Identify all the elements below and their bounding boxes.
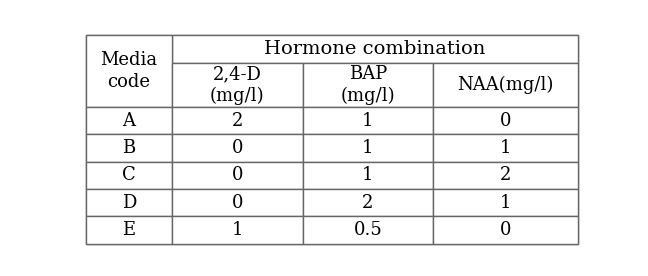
Bar bbox=[86, 162, 172, 189]
Bar bbox=[433, 63, 578, 107]
Text: BAP
(mg/l): BAP (mg/l) bbox=[340, 65, 395, 105]
Text: 0: 0 bbox=[231, 139, 243, 157]
Text: Media
code: Media code bbox=[100, 51, 157, 91]
Bar bbox=[86, 35, 172, 107]
Text: D: D bbox=[122, 193, 136, 212]
Bar bbox=[172, 134, 303, 162]
Text: 0.5: 0.5 bbox=[353, 221, 382, 239]
Bar bbox=[172, 35, 578, 63]
Text: 1: 1 bbox=[500, 193, 511, 212]
Text: C: C bbox=[122, 166, 136, 184]
Text: 1: 1 bbox=[362, 112, 373, 130]
Text: 2,4-D
(mg/l): 2,4-D (mg/l) bbox=[210, 65, 264, 105]
Bar bbox=[303, 216, 433, 243]
Text: 0: 0 bbox=[500, 112, 511, 130]
Bar bbox=[303, 107, 433, 134]
Text: A: A bbox=[122, 112, 135, 130]
Bar bbox=[86, 216, 172, 243]
Text: 2: 2 bbox=[362, 193, 373, 212]
Bar bbox=[303, 63, 433, 107]
Text: NAA(mg/l): NAA(mg/l) bbox=[457, 76, 554, 94]
Bar bbox=[303, 162, 433, 189]
Bar bbox=[172, 107, 303, 134]
Text: Hormone combination: Hormone combination bbox=[264, 40, 486, 58]
Bar bbox=[433, 162, 578, 189]
Text: 0: 0 bbox=[231, 193, 243, 212]
Text: 1: 1 bbox=[231, 221, 243, 239]
Bar bbox=[433, 189, 578, 216]
Text: 2: 2 bbox=[232, 112, 243, 130]
Bar bbox=[86, 189, 172, 216]
Bar bbox=[303, 134, 433, 162]
Bar bbox=[433, 134, 578, 162]
Bar bbox=[172, 162, 303, 189]
Bar bbox=[172, 63, 303, 107]
Text: 0: 0 bbox=[231, 166, 243, 184]
Text: 2: 2 bbox=[500, 166, 511, 184]
Text: E: E bbox=[122, 221, 135, 239]
Bar bbox=[433, 216, 578, 243]
Bar bbox=[172, 189, 303, 216]
Text: B: B bbox=[122, 139, 135, 157]
Bar bbox=[433, 107, 578, 134]
Bar bbox=[172, 216, 303, 243]
Text: 1: 1 bbox=[500, 139, 511, 157]
Text: 1: 1 bbox=[362, 139, 373, 157]
Bar bbox=[86, 107, 172, 134]
Bar bbox=[86, 134, 172, 162]
Text: 0: 0 bbox=[500, 221, 511, 239]
Bar bbox=[303, 189, 433, 216]
Text: 1: 1 bbox=[362, 166, 373, 184]
